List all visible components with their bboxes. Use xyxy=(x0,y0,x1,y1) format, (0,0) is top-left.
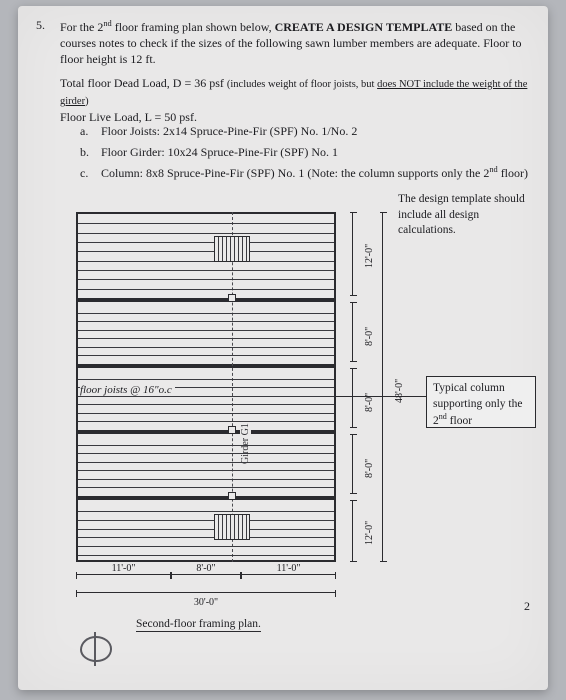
question-prompt: For the 2nd floor framing plan shown bel… xyxy=(60,18,530,68)
page-number: 2 xyxy=(524,599,530,614)
dim-segment xyxy=(352,500,353,562)
joist-line xyxy=(78,421,334,422)
joist-line xyxy=(78,242,334,243)
dim-segment xyxy=(352,302,353,362)
joist-line xyxy=(78,453,334,454)
joist-line xyxy=(78,413,334,414)
joist-label-text: floor joists @ xyxy=(80,384,140,396)
joist-line xyxy=(78,555,334,556)
joist-line xyxy=(78,479,334,480)
joist-line xyxy=(78,261,334,262)
dim-segment xyxy=(382,212,383,562)
column-symbol xyxy=(228,426,236,434)
page: 5. For the 2nd floor framing plan shown … xyxy=(18,6,548,690)
list-letter: a. xyxy=(80,122,98,141)
joist-line xyxy=(78,270,334,271)
joist-line xyxy=(78,355,334,356)
joist-line xyxy=(78,546,334,547)
dim-segment: 11'-0" xyxy=(241,574,336,575)
girder-horizontal xyxy=(76,364,336,368)
joist-line xyxy=(78,251,334,252)
dim-label: 11'-0" xyxy=(241,563,336,574)
girder-horizontal xyxy=(76,298,336,302)
joist-line xyxy=(78,470,334,471)
bay xyxy=(78,502,334,564)
bay xyxy=(78,304,334,364)
load-spec: Total floor Dead Load, D = 36 psf (inclu… xyxy=(60,75,530,126)
hand-doodle-icon xyxy=(80,636,112,662)
dim-label: 12'-0" xyxy=(364,244,375,268)
dim-segment xyxy=(352,212,353,296)
member-list: a. Floor Joists: 2x14 Spruce-Pine-Fir (S… xyxy=(80,122,530,185)
column-symbol xyxy=(228,294,236,302)
bay xyxy=(78,214,334,298)
dim-right-outer: 48'-0" xyxy=(378,212,402,562)
column-callout-box: Typical column supporting only the 2nd f… xyxy=(426,376,536,428)
column-symbol xyxy=(228,492,236,500)
joist-line xyxy=(78,379,334,380)
joist-line xyxy=(78,462,334,463)
joist-line xyxy=(78,330,334,331)
joist-line xyxy=(78,445,334,446)
dim-bottom: 11'-0"8'-0"11'-0" 30'-0" xyxy=(76,574,336,614)
dim-segment xyxy=(352,434,353,494)
dim-label: 8'-0" xyxy=(364,393,375,412)
dim-label: 8'-0" xyxy=(364,459,375,478)
dim-segment: 30'-0" xyxy=(76,592,336,593)
joist-line xyxy=(78,321,334,322)
stair-opening xyxy=(214,236,250,262)
dim-label: 30'-0" xyxy=(76,597,336,608)
joist-line xyxy=(78,338,334,339)
joist-line xyxy=(78,537,334,538)
list-text: Floor Girder: 10x24 Spruce-Pine-Fir (SPF… xyxy=(101,145,338,159)
joist-line xyxy=(78,233,334,234)
dim-right-inner: 12'-0" 8'-0" 8'-0" 8'-0" 12'-0" xyxy=(348,212,372,562)
template-note: The design template should include all d… xyxy=(398,192,538,239)
list-item: b. Floor Girder: 10x24 Spruce-Pine-Fir (… xyxy=(80,143,530,162)
dim-label: 12'-0" xyxy=(364,521,375,545)
list-item: c. Column: 8x8 Spruce-Pine-Fir (SPF) No.… xyxy=(80,163,530,183)
dim-segment: 8'-0" xyxy=(171,574,241,575)
list-letter: b. xyxy=(80,143,98,162)
joist-line xyxy=(78,289,334,290)
dim-segment xyxy=(352,368,353,428)
bay xyxy=(78,370,334,430)
stair-opening xyxy=(214,514,250,540)
dim-segment: 11'-0" xyxy=(76,574,171,575)
joist-line xyxy=(78,313,334,314)
bay xyxy=(78,436,334,496)
list-letter: c. xyxy=(80,164,98,183)
joist-line xyxy=(78,404,334,405)
dim-label: 48'-0" xyxy=(394,379,405,403)
plan-caption: Second-floor framing plan. xyxy=(136,618,261,632)
joist-line xyxy=(78,520,334,521)
dim-label: 8'-0" xyxy=(364,327,375,346)
joist-line xyxy=(78,279,334,280)
joist-line xyxy=(78,511,334,512)
list-text: Column: 8x8 Spruce-Pine-Fir (SPF) No. 1 … xyxy=(101,166,528,180)
girder-horizontal xyxy=(76,496,336,500)
list-text: Floor Joists: 2x14 Spruce-Pine-Fir (SPF)… xyxy=(101,124,357,138)
framing-plan: Girder G1 floor joists @ 16"o.c xyxy=(76,206,336,596)
dim-label: 11'-0" xyxy=(76,563,171,574)
list-item: a. Floor Joists: 2x14 Spruce-Pine-Fir (S… xyxy=(80,122,530,141)
girder-horizontal xyxy=(76,430,336,434)
caption-text: Second-floor framing plan. xyxy=(136,618,261,630)
joist-line xyxy=(78,347,334,348)
joist-line xyxy=(78,529,334,530)
dim-label: 8'-0" xyxy=(171,563,241,574)
joist-spacing-value: 16"o.c xyxy=(143,384,172,396)
joist-line xyxy=(78,487,334,488)
joist-line xyxy=(78,223,334,224)
joist-spacing-label: floor joists @ 16"o.c xyxy=(80,384,175,396)
question-number: 5. xyxy=(36,18,45,33)
